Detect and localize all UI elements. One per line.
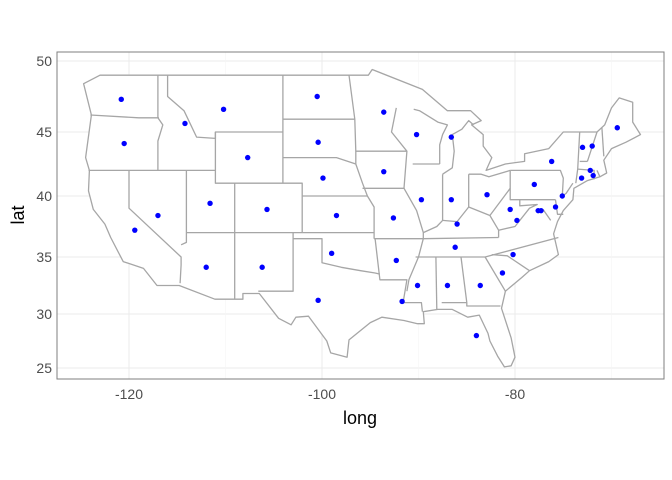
state-boundary	[489, 187, 511, 216]
data-point	[590, 172, 596, 179]
data-point	[381, 168, 387, 175]
data-point	[444, 282, 451, 289]
data-point	[454, 221, 460, 227]
state-boundary	[423, 236, 499, 240]
data-point	[510, 251, 516, 258]
data-point	[203, 264, 209, 270]
x-tick-label: -80	[505, 386, 525, 402]
data-point	[413, 131, 420, 138]
data-point	[132, 227, 138, 233]
data-point	[259, 264, 265, 270]
state-boundary	[128, 170, 182, 284]
state-boundary	[423, 174, 444, 234]
state-boundary	[484, 256, 506, 292]
data-point	[418, 196, 425, 203]
data-point	[448, 134, 455, 140]
state-boundary	[90, 114, 159, 119]
y-tick-label: 50	[36, 53, 52, 69]
state-boundary	[282, 156, 357, 165]
data-point	[315, 139, 321, 145]
data-point	[448, 196, 455, 203]
state-boundary	[415, 236, 559, 258]
state-boundary	[435, 256, 438, 310]
data-point	[477, 282, 483, 289]
state-boundary	[510, 169, 574, 197]
x-axis-title: long	[343, 408, 377, 428]
y-tick-label: 30	[36, 306, 52, 322]
data-point	[614, 125, 620, 131]
state-boundary	[355, 107, 408, 152]
data-point	[381, 109, 387, 115]
y-tick-label: 45	[36, 124, 52, 140]
data-point	[578, 175, 585, 181]
data-point	[315, 297, 321, 304]
data-point	[207, 200, 213, 207]
data-point	[499, 270, 506, 276]
state-boundary	[157, 75, 164, 171]
data-point	[244, 154, 251, 161]
panel-border	[56, 51, 665, 380]
data-point	[452, 244, 458, 250]
state-boundary	[413, 108, 449, 164]
state-boundary	[460, 256, 501, 307]
state-boundary	[258, 232, 294, 292]
data-point	[507, 206, 513, 213]
data-point	[182, 120, 188, 127]
x-tick-label: -120	[115, 386, 143, 402]
data-point	[118, 96, 124, 103]
data-point	[473, 332, 480, 339]
data-point	[589, 143, 595, 149]
state-boundary	[601, 127, 605, 157]
state-boundary	[596, 170, 601, 178]
y-tick-label: 25	[36, 360, 52, 376]
state-boundary	[348, 75, 375, 239]
state-boundary	[214, 132, 236, 233]
data-point	[390, 215, 397, 221]
data-point	[121, 140, 127, 147]
data-point	[531, 181, 537, 188]
state-boundary	[374, 238, 424, 312]
y-tick-labels: 25 30 35 40 45 50	[36, 53, 52, 376]
y-tick-label: 35	[36, 249, 52, 265]
data-point	[538, 207, 544, 214]
state-boundary	[498, 199, 538, 231]
data-point	[552, 204, 559, 210]
data-point	[548, 158, 555, 165]
state-boundary	[542, 209, 552, 221]
state-boundary	[180, 170, 188, 246]
data-point	[587, 167, 593, 174]
data-point	[333, 212, 340, 219]
state-boundary	[234, 182, 303, 233]
data-point	[220, 106, 227, 112]
us-outline	[82, 68, 642, 368]
data-point	[559, 193, 565, 199]
data-point	[484, 192, 490, 198]
x-tick-labels: -120 -100 -80	[115, 386, 525, 402]
data-point	[320, 175, 326, 181]
state-boundary	[442, 206, 500, 238]
data-point	[314, 93, 320, 100]
data-point	[328, 250, 335, 257]
x-tick-label: -100	[308, 386, 336, 402]
data-point	[155, 212, 161, 219]
data-point	[393, 257, 400, 264]
data-point	[399, 298, 405, 305]
data-point	[264, 206, 270, 213]
state-boundary	[442, 119, 474, 175]
points-layer	[118, 93, 620, 339]
state-boundary	[293, 238, 381, 275]
data-point	[414, 282, 421, 289]
state-borders	[82, 68, 642, 368]
data-point	[514, 217, 520, 224]
y-axis-title: lat	[8, 205, 28, 224]
y-tick-label: 40	[36, 188, 52, 204]
state-boundary	[509, 170, 556, 201]
state-boundary	[468, 169, 511, 178]
state-boundary	[166, 75, 283, 140]
state-boundary	[491, 253, 530, 272]
data-point	[579, 144, 586, 151]
